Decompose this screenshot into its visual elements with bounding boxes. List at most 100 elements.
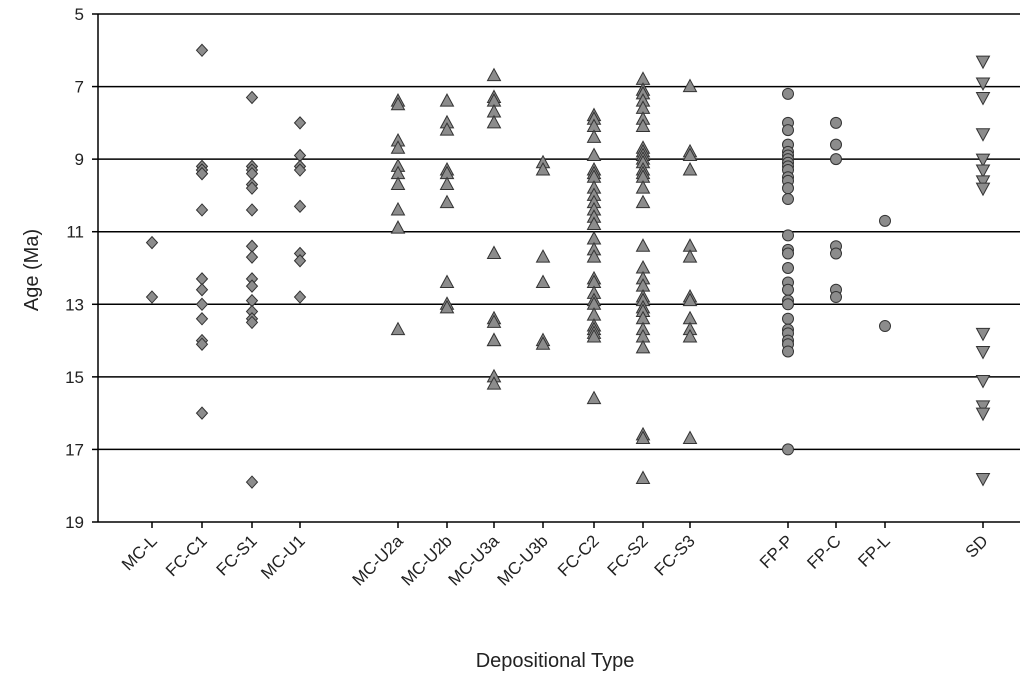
point-FC-S1-15 [245, 475, 259, 489]
point-MC-U1-0 [293, 116, 307, 130]
x-tick-label-MC-L: MC-L [118, 531, 161, 574]
y-tick-label-15: 15 [65, 368, 84, 387]
point-FC-S2-16 [635, 194, 651, 209]
point-SD-4 [975, 153, 991, 168]
x-tick-label-FC-S1: FC-S1 [213, 531, 261, 579]
point-FP-P-14 [782, 229, 794, 242]
point-MC-L-1 [145, 290, 159, 304]
point-FC-S2-28 [635, 339, 651, 354]
y-tick-label-7: 7 [75, 78, 84, 97]
point-MC-U2b-5 [439, 176, 455, 191]
point-FC-C1-13 [195, 406, 209, 420]
point-MC-U3a-5 [486, 245, 502, 259]
point-MC-U3b-1 [535, 161, 551, 176]
x-tick-label-MC-U3b: MC-U3b [494, 531, 552, 589]
point-SD-1 [975, 77, 991, 91]
point-FC-C1-12 [195, 337, 209, 351]
point-FC-S2-6 [635, 118, 651, 132]
point-MC-U1-3 [293, 163, 307, 177]
point-MC-U2a-8 [390, 220, 406, 234]
y-tick-label-9: 9 [75, 150, 84, 169]
point-FC-S3-2 [682, 147, 698, 162]
point-SD-10 [975, 374, 991, 389]
point-FP-C-4 [830, 247, 842, 260]
point-FC-S3-3 [682, 161, 698, 176]
point-FC-S2-30 [635, 430, 651, 445]
point-MC-U2a-9 [390, 321, 406, 336]
point-MC-U3b-2 [535, 249, 551, 263]
point-FC-S1-8 [245, 250, 259, 264]
point-FC-C2-27 [586, 390, 602, 405]
x-tick-label-MC-U2a: MC-U2a [349, 531, 408, 590]
point-MC-U1-4 [293, 199, 307, 214]
point-SD-0 [975, 55, 991, 70]
point-MC-L-0 [145, 235, 159, 250]
point-FC-C1-6 [195, 203, 209, 217]
y-axis-title: Age (Ma) [21, 229, 43, 311]
point-MC-U3a-7 [486, 314, 502, 328]
point-MC-U3a-11 [486, 376, 502, 390]
point-MC-U2b-7 [439, 274, 455, 289]
point-FP-P-16 [782, 247, 794, 260]
y-tick-labels: 5 7 9 11 13 15 17 19 [65, 5, 84, 532]
point-FC-S1-5 [245, 181, 259, 195]
point-FC-S2-17 [635, 238, 651, 252]
point-FC-C2-4 [586, 147, 602, 162]
point-FP-C-1 [830, 138, 842, 151]
point-FC-S3-11 [682, 430, 698, 445]
axes [92, 13, 1020, 528]
point-FC-C2-13 [586, 216, 602, 230]
point-FP-C-6 [830, 291, 842, 304]
gridlines [98, 13, 1020, 451]
x-tick-label-SD: SD [962, 531, 992, 561]
point-SD-13 [975, 472, 991, 487]
point-FP-P-2 [782, 124, 794, 137]
point-FP-L-1 [879, 320, 891, 333]
point-FC-C1-5 [195, 166, 209, 181]
x-tick-label-FC-S2: FC-S2 [604, 531, 652, 579]
y-tick-label-5: 5 [75, 5, 84, 24]
point-FC-C1-10 [195, 312, 209, 326]
y-tick-label-17: 17 [65, 440, 84, 459]
point-FP-P-22 [782, 312, 794, 325]
point-FP-P-28 [782, 443, 794, 456]
point-SD-7 [975, 182, 991, 197]
point-FP-C-0 [830, 116, 842, 129]
point-FP-P-12 [782, 182, 794, 195]
point-FP-P-21 [782, 298, 794, 311]
x-tick-label-MC-U1: MC-U1 [257, 531, 309, 583]
point-FC-C1-0 [195, 43, 209, 58]
point-MC-U3a-0 [486, 67, 502, 82]
y-tick-label-11: 11 [66, 223, 84, 242]
x-tick-label-MC-U2b: MC-U2b [398, 531, 456, 589]
y-tick-label-19: 19 [65, 513, 84, 532]
x-tick-label-FP-L: FP-L [854, 531, 893, 570]
point-FP-C-2 [830, 153, 842, 166]
x-axis-title: Depositional Type [476, 650, 635, 672]
x-tick-label-FC-S3: FC-S3 [651, 531, 699, 579]
point-MC-U2b-9 [439, 299, 455, 314]
data-points [145, 43, 991, 489]
point-FC-S1-14 [245, 315, 259, 330]
point-FC-S1-6 [245, 203, 259, 217]
point-FC-S3-5 [682, 249, 698, 263]
point-SD-5 [975, 164, 991, 179]
point-SD-12 [975, 407, 991, 422]
point-FC-S3-10 [682, 328, 698, 343]
point-MC-U2a-7 [390, 201, 406, 216]
point-FC-C2-26 [586, 328, 602, 343]
point-MC-U2b-2 [439, 122, 455, 136]
point-FC-S3-0 [682, 78, 698, 93]
point-MC-U3b-5 [535, 336, 551, 350]
x-tick-label-FC-C2: FC-C2 [554, 531, 603, 580]
point-FP-L-0 [879, 214, 891, 227]
point-MC-U2a-1 [390, 96, 406, 111]
point-MC-U1-6 [293, 254, 307, 268]
point-SD-9 [975, 345, 991, 360]
x-tick-label-MC-U3a: MC-U3a [445, 531, 504, 590]
point-FP-P-27 [782, 345, 794, 358]
point-SD-3 [975, 128, 991, 142]
point-FC-C1-9 [195, 297, 209, 312]
